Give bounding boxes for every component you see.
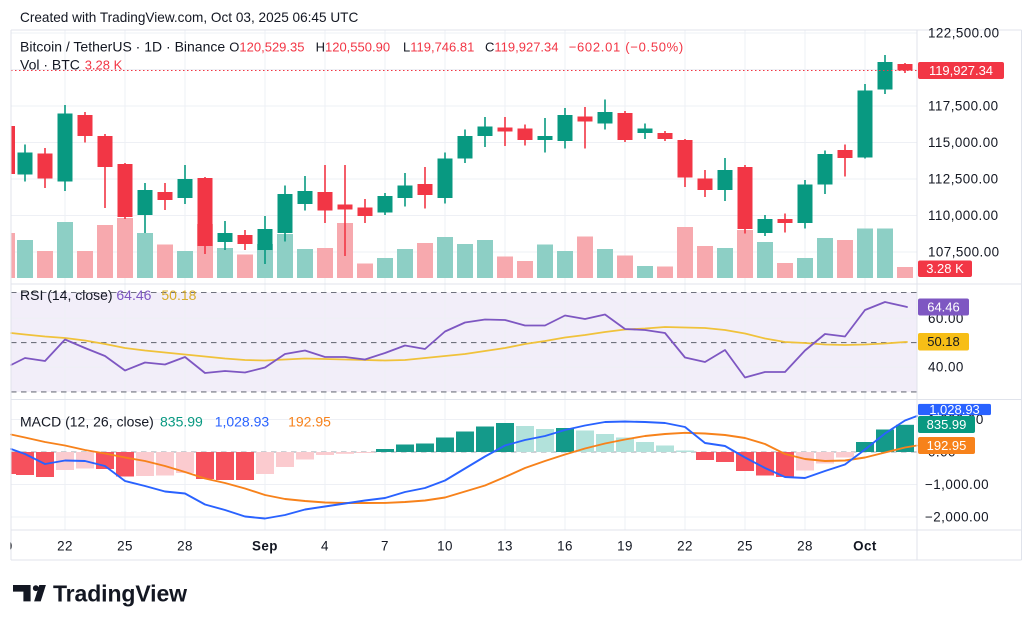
svg-text:L119,746.81: L119,746.81 [403, 40, 474, 55]
svg-text:119,927.34: 119,927.34 [929, 63, 993, 78]
svg-text:112,500.00: 112,500.00 [928, 172, 999, 187]
svg-text:40.00: 40.00 [928, 360, 964, 375]
svg-text:19: 19 [617, 539, 633, 554]
svg-text:50.18: 50.18 [161, 287, 196, 303]
svg-text:O120,529.35: O120,529.35 [229, 40, 304, 55]
svg-text:25: 25 [117, 539, 133, 554]
svg-text:3.28 K: 3.28 K [85, 58, 123, 73]
svg-text:10: 10 [437, 539, 453, 554]
svg-text:22: 22 [57, 539, 73, 554]
svg-text:835.99: 835.99 [927, 417, 967, 432]
svg-text:122,500.00: 122,500.00 [928, 26, 1000, 41]
svg-text:C119,927.34: C119,927.34 [485, 40, 559, 55]
svg-text:64.46: 64.46 [116, 287, 151, 303]
svg-text:107,500.00: 107,500.00 [928, 245, 1000, 260]
svg-text:−1,000.00: −1,000.00 [925, 477, 989, 492]
svg-text:4: 4 [321, 539, 329, 554]
svg-text:117,500.00: 117,500.00 [928, 99, 999, 114]
svg-text:Vol · BTC: Vol · BTC [20, 57, 80, 73]
svg-text:64.46: 64.46 [927, 299, 960, 314]
svg-text:1,028.93: 1,028.93 [215, 414, 270, 430]
svg-text:−602.01 (−0.50%): −602.01 (−0.50%) [569, 40, 684, 55]
svg-text:25: 25 [737, 539, 753, 554]
svg-text:192.95: 192.95 [288, 414, 331, 430]
svg-text:28: 28 [177, 539, 193, 554]
svg-text:19: 19 [0, 539, 12, 554]
svg-text:13: 13 [497, 539, 513, 554]
svg-text:1,028.93: 1,028.93 [929, 402, 980, 417]
svg-text:TradingView: TradingView [53, 581, 187, 607]
svg-text:50.18: 50.18 [927, 334, 960, 349]
svg-text:7: 7 [381, 539, 389, 554]
svg-text:192.95: 192.95 [927, 438, 967, 453]
svg-text:22: 22 [677, 539, 693, 554]
svg-text:115,000.00: 115,000.00 [928, 135, 999, 150]
svg-text:Bitcoin / TetherUS · 1D · Bina: Bitcoin / TetherUS · 1D · Binance [20, 39, 225, 55]
svg-text:3.28 K: 3.28 K [926, 261, 964, 276]
svg-text:835.99: 835.99 [160, 414, 203, 430]
svg-text:MACD (12, 26, close): MACD (12, 26, close) [20, 414, 154, 430]
svg-text:16: 16 [557, 539, 573, 554]
svg-text:Sep: Sep [252, 539, 278, 554]
svg-text:RSI (14, close): RSI (14, close) [20, 287, 113, 303]
svg-text:Created with TradingView.com,: Created with TradingView.com, Oct 03, 20… [20, 10, 358, 25]
svg-text:110,000.00: 110,000.00 [928, 208, 999, 223]
svg-text:−2,000.00: −2,000.00 [925, 510, 989, 525]
svg-text:28: 28 [797, 539, 813, 554]
svg-text:H120,550.90: H120,550.90 [316, 40, 390, 55]
svg-text:Oct: Oct [853, 539, 877, 554]
